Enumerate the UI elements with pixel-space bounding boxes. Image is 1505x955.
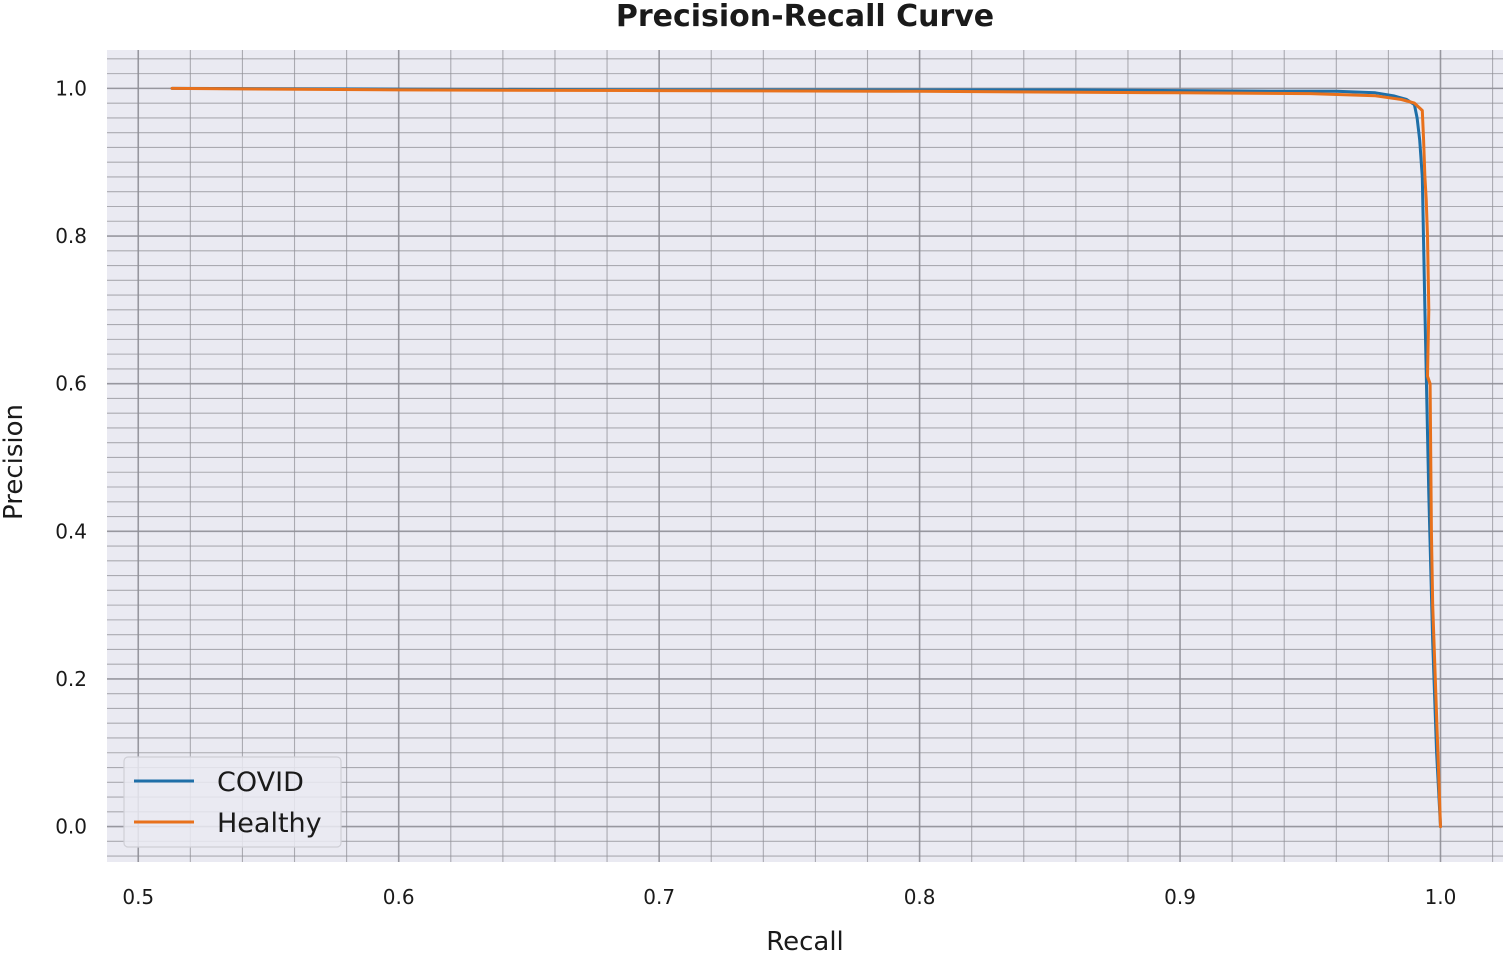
y-tick-label-1: 0.2 xyxy=(55,667,87,691)
series-line-healthy xyxy=(170,86,1442,829)
y-tick-label-4: 0.8 xyxy=(55,224,87,248)
y-axis-label: Precision xyxy=(0,404,29,520)
y-tick-label-0: 0.0 xyxy=(55,815,87,839)
series-layer xyxy=(170,86,1442,829)
plot-background xyxy=(107,50,1503,862)
legend-label-covid: COVID xyxy=(217,767,304,798)
y-tick-labels: 0.0 0.2 0.4 0.6 0.8 1.0 xyxy=(55,76,87,838)
x-tick-label-1: 0.6 xyxy=(383,885,415,909)
series-line-covid xyxy=(170,86,1442,829)
x-tick-labels: 0.5 0.6 0.7 0.8 0.9 1.0 xyxy=(122,885,1456,909)
chart-title: Precision-Recall Curve xyxy=(616,0,994,34)
x-axis-label: Recall xyxy=(766,927,844,955)
legend: COVID Healthy xyxy=(123,756,342,848)
legend-label-healthy: Healthy xyxy=(217,808,322,839)
y-tick-label-5: 1.0 xyxy=(55,76,87,100)
grid xyxy=(107,50,1503,862)
x-tick-label-2: 0.7 xyxy=(643,885,675,909)
x-tick-label-4: 0.9 xyxy=(1164,885,1196,909)
x-tick-label-5: 1.0 xyxy=(1425,885,1457,909)
y-tick-label-3: 0.6 xyxy=(55,372,87,396)
x-tick-label-3: 0.8 xyxy=(904,885,936,909)
y-tick-label-2: 0.4 xyxy=(55,519,87,543)
x-tick-label-0: 0.5 xyxy=(122,885,154,909)
